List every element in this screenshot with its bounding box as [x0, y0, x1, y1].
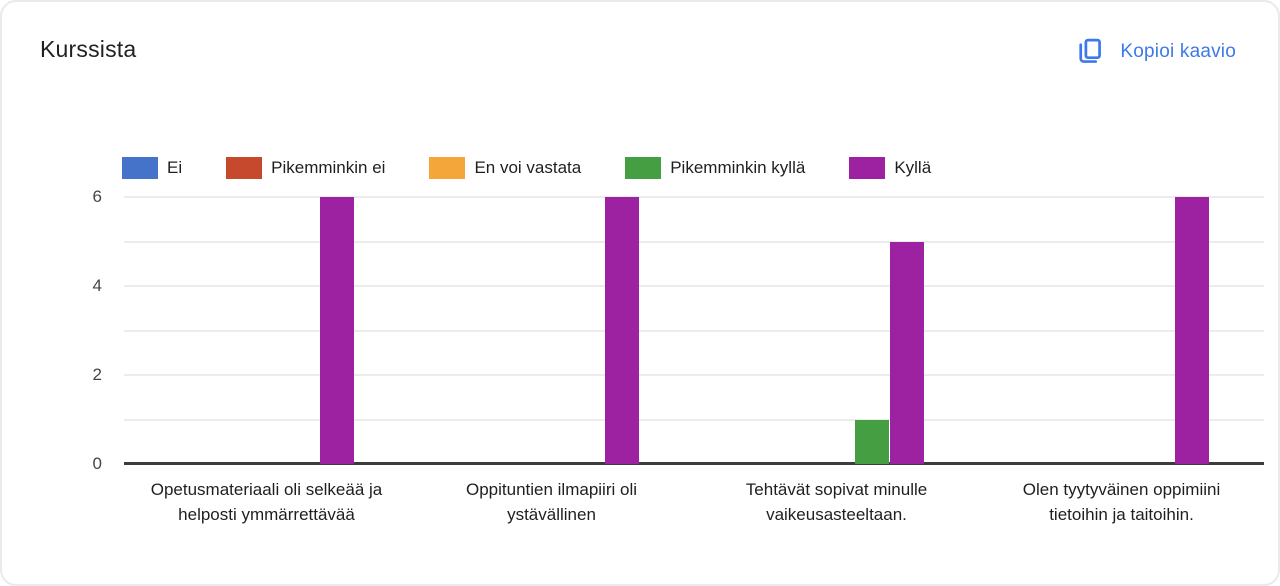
legend-color-swatch	[429, 157, 466, 179]
gridline-3	[124, 329, 1264, 332]
y-tick-label-0: 0	[92, 454, 102, 473]
legend-label: Kyllä	[894, 158, 932, 177]
copy-icon	[1074, 36, 1105, 67]
legend-label: Pikemminkin ei	[271, 158, 386, 177]
legend-item-2: Pikemminkin ei	[226, 157, 385, 179]
page-title: Kurssista	[40, 36, 137, 62]
chart-plot-area	[124, 196, 1264, 465]
y-tick-label-4: 4	[92, 276, 102, 295]
legend-item-4: Pikemminkin kyllä	[625, 157, 805, 179]
legend-item-1: Ei	[122, 157, 182, 179]
legend-color-swatch	[849, 157, 886, 179]
copy-chart-button[interactable]: Kopioi kaavio	[1072, 32, 1238, 71]
x-category-label: Opetusmateriaali oli selkeää ja helposti…	[150, 480, 383, 524]
copy-button-label: Kopioi kaavio	[1120, 40, 1236, 62]
chart-bar	[889, 241, 924, 464]
legend-color-swatch	[625, 157, 662, 179]
x-category-label: Oppituntien ilmapiiri oli ystävällinen	[465, 480, 638, 524]
gridline-2	[124, 374, 1264, 376]
gridline-4	[124, 285, 1264, 287]
legend-item-3: En voi vastata	[429, 157, 581, 179]
x-axis-baseline	[124, 462, 1264, 465]
legend-label: Ei	[167, 158, 183, 177]
chart-legend: Ei Pikemminkin ei En voi vastata Pikemminki…	[122, 157, 931, 179]
chart-bar	[854, 419, 889, 464]
chart-bar	[319, 197, 354, 464]
legend-color-swatch	[226, 157, 263, 179]
y-tick-label-6: 6	[92, 187, 102, 206]
legend-label: Pikemminkin kyllä	[670, 158, 806, 177]
gridline-5	[124, 240, 1264, 243]
legend-label: En voi vastata	[474, 158, 582, 177]
chart-bar	[1174, 197, 1209, 464]
x-category-label: Olen tyytyväinen oppimiini tietoihin ja …	[1022, 480, 1221, 524]
y-tick-label-2: 2	[92, 365, 102, 384]
legend-item-5: Kyllä	[849, 157, 931, 179]
gridline-1	[124, 418, 1264, 421]
legend-color-swatch	[122, 157, 158, 179]
x-category-label: Tehtävät sopivat minulle vaikeusasteelta…	[745, 480, 928, 524]
chart-bar	[604, 197, 639, 464]
gridline-6	[124, 196, 1264, 198]
